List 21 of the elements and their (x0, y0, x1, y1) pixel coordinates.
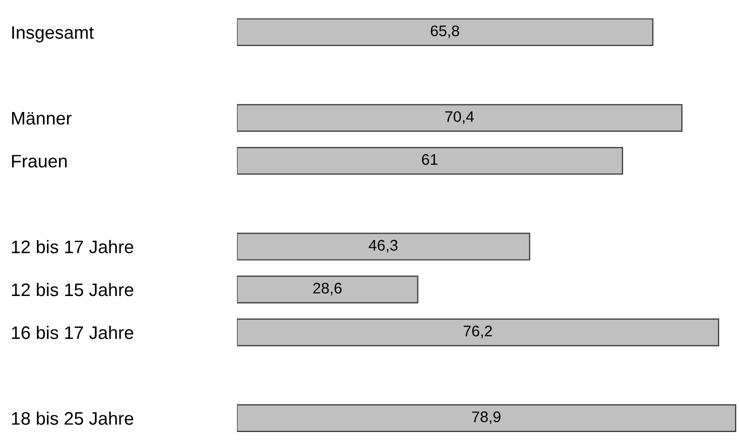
data-label: 70,4 (445, 111, 474, 124)
data-label: 28,6 (313, 282, 342, 296)
data-label: 61 (422, 154, 438, 165)
y-tick-label: 16 bis 17 Jahre (12, 326, 134, 340)
bar (237, 18, 654, 46)
data-label: 78,9 (472, 411, 500, 424)
data-label: 46,3 (368, 240, 398, 252)
y-tick-label: Insgesamt (12, 26, 94, 42)
y-tick-label: Männer (12, 112, 72, 125)
y-tick-label: 18 bis 25 Jahre (12, 412, 134, 425)
data-label: 65,8 (430, 25, 460, 38)
bar (237, 318, 720, 346)
y-tick-label: Frauen (12, 154, 67, 168)
y-tick-label: 12 bis 15 Jahre (12, 282, 134, 296)
bar (237, 276, 418, 304)
y-tick-label: 12 bis 17 Jahre (12, 240, 134, 254)
bar (237, 146, 624, 175)
bar (237, 104, 682, 132)
bar (237, 232, 530, 260)
data-label: 76,2 (464, 326, 492, 338)
bar (237, 404, 736, 432)
